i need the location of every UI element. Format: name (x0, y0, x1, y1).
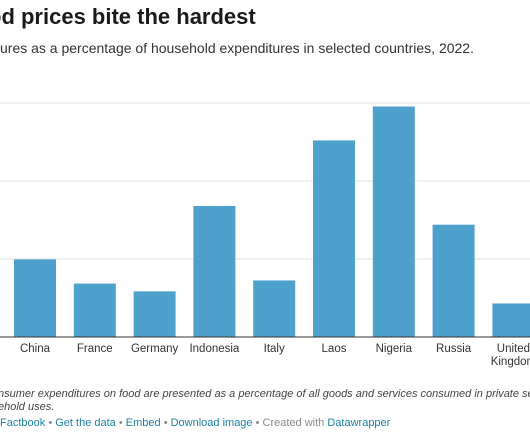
bar-nigeria[interactable] (372, 106, 415, 337)
bar-united-kingdom[interactable] (492, 303, 530, 337)
x-tick-label-indonesia: Indonesia (189, 343, 239, 355)
bar-france[interactable] (73, 283, 116, 337)
footer-separator: • (255, 417, 260, 429)
x-tick-label-china: China (20, 343, 51, 355)
x-tick-label-italy: Italy (264, 343, 285, 355)
download-image-link[interactable]: Download image (170, 417, 253, 429)
created-with-text: Created with (262, 417, 325, 429)
source-link[interactable]: Factbook (0, 417, 46, 429)
notes-line-2: ehold uses. (0, 401, 55, 413)
chart-footer: Factbook • Get the data • Embed • Downlo… (0, 417, 390, 429)
chart-title: od prices bite the hardest (0, 4, 256, 29)
x-tick-label-laos: Laos (322, 343, 347, 355)
footer-separator: • (48, 417, 53, 429)
bar-russia[interactable] (432, 224, 475, 337)
bar-indonesia[interactable] (193, 205, 236, 337)
x-tick-label-russia: Russia (436, 343, 472, 355)
x-tick-label-france: France (77, 343, 113, 355)
get-the-data-link[interactable]: Get the data (55, 417, 116, 429)
x-tick-label-germany: Germany (131, 343, 179, 355)
notes-line-1: nsumer expenditures on food are presente… (0, 388, 530, 400)
x-tick-labels: China France Germany Indonesia Italy Laos Nige… (20, 343, 530, 368)
footer-separator: • (163, 417, 168, 429)
bar-italy[interactable] (253, 280, 296, 337)
bar-germany[interactable] (133, 291, 176, 337)
chart-notes: nsumer expenditures on food are presente… (0, 388, 530, 414)
bar-china[interactable] (14, 259, 56, 337)
datawrapper-link[interactable]: Datawrapper (327, 417, 391, 429)
embed-link[interactable]: Embed (125, 417, 161, 429)
bars (14, 106, 530, 337)
bar-laos[interactable] (313, 140, 355, 337)
footer-separator: • (118, 417, 123, 429)
x-tick-label-nigeria: Nigeria (376, 343, 413, 355)
bar-chart: China France Germany Indonesia Italy Laos Nige… (0, 102, 530, 368)
x-tick-label-united-kingdom: UnitedKingdom (491, 343, 530, 368)
chart-subtitle: ures as a percentage of household expend… (0, 40, 474, 56)
